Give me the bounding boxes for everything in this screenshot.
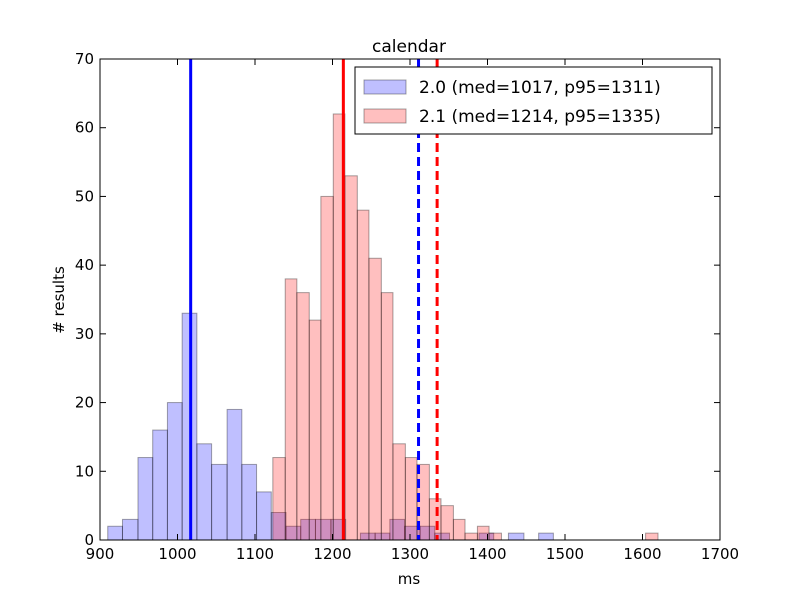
bar xyxy=(344,175,358,541)
x-tick-label: 1000 xyxy=(158,545,196,563)
legend-swatch xyxy=(363,108,407,124)
x-tick-label: 1600 xyxy=(623,545,661,563)
x-tick-label: 1400 xyxy=(468,545,506,563)
bar xyxy=(356,209,370,541)
bar xyxy=(296,292,310,541)
y-tick-label: 0 xyxy=(84,531,94,549)
y-tick-label: 60 xyxy=(75,119,94,137)
bar xyxy=(645,532,659,541)
bar xyxy=(308,319,322,541)
bar xyxy=(272,457,286,541)
legend-entry-label: 2.1 (med=1214, p95=1335) xyxy=(419,107,661,127)
y-tick-label: 10 xyxy=(75,462,94,480)
bar xyxy=(226,408,243,541)
bar xyxy=(368,257,382,541)
bar xyxy=(284,278,298,541)
bar xyxy=(488,532,502,541)
reference-lines xyxy=(189,59,439,540)
bar xyxy=(404,457,418,541)
bar xyxy=(137,457,154,541)
y-tick-label: 40 xyxy=(75,256,94,274)
x-tick-label: 1700 xyxy=(701,545,739,563)
bar xyxy=(166,402,183,541)
series-1-bars xyxy=(107,312,554,541)
bar xyxy=(107,525,123,541)
x-tick-label: 900 xyxy=(86,545,115,563)
legend-box xyxy=(354,66,713,135)
y-tick-label: 30 xyxy=(75,325,94,343)
bar xyxy=(241,463,258,541)
bar xyxy=(256,491,272,541)
bar xyxy=(121,518,139,541)
x-tick-label: 1100 xyxy=(236,545,274,563)
y-tick-label: 50 xyxy=(75,187,94,205)
y-tick-label: 20 xyxy=(75,394,94,412)
x-tick-label: 1500 xyxy=(546,545,584,563)
x-axis-label: ms xyxy=(398,570,421,588)
legend-entry-label: 2.0 (med=1017, p95=1311) xyxy=(419,78,661,98)
bar xyxy=(152,429,168,541)
bar xyxy=(211,463,228,541)
bar xyxy=(452,518,466,541)
bar xyxy=(380,292,394,541)
x-tick-label: 1200 xyxy=(313,545,351,563)
bar xyxy=(538,532,554,541)
bar xyxy=(320,195,334,541)
bar xyxy=(507,532,525,541)
series-2-bars xyxy=(272,113,659,541)
legend: 2.0 (med=1017, p95=1311) 2.1 (med=1214, p… xyxy=(354,66,713,135)
chart-title: calendar xyxy=(372,37,446,57)
y-axis-label: # results xyxy=(50,266,68,334)
bar xyxy=(196,443,213,541)
legend-swatch xyxy=(363,79,407,95)
y-tick-label: 70 xyxy=(75,50,94,68)
bar xyxy=(428,498,442,541)
bar xyxy=(440,505,454,541)
axis-ticks: 900 1000 1100 1200 1300 1400 1500 1600 1700 0 10 20… xyxy=(75,50,739,563)
bar xyxy=(464,532,478,541)
x-tick-label: 1300 xyxy=(391,545,429,563)
bar xyxy=(392,443,406,541)
